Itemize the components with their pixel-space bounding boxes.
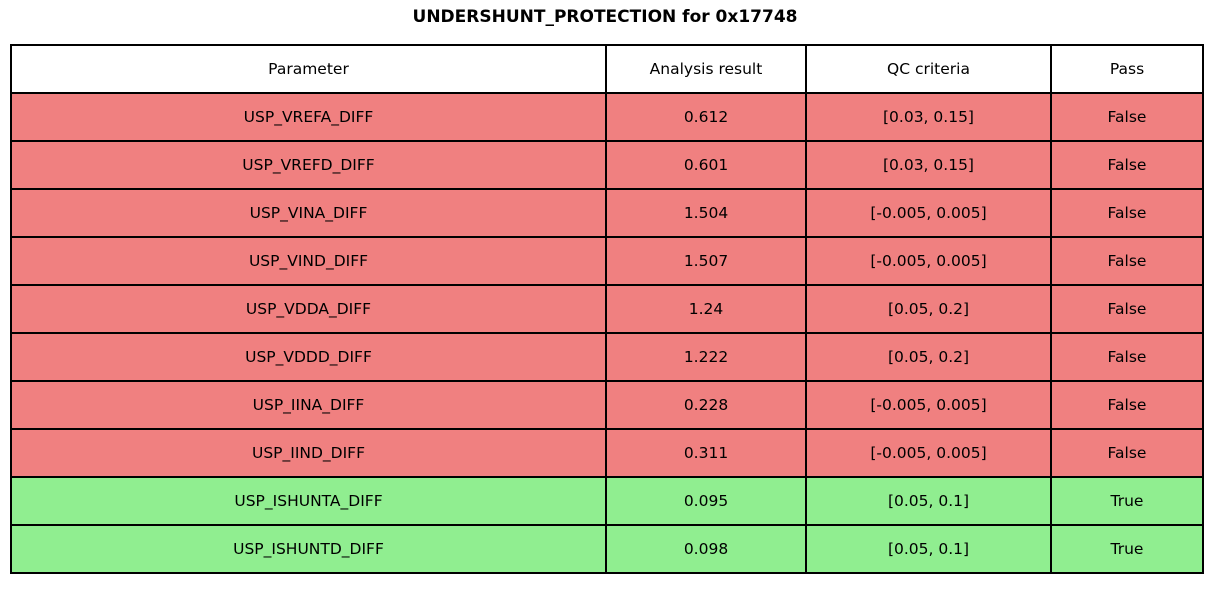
cell-parameter: USP_IINA_DIFF [10, 380, 607, 430]
cell-parameter: USP_VREFD_DIFF [10, 140, 607, 190]
cell-qc-criteria: [0.03, 0.15] [805, 92, 1052, 142]
cell-parameter: USP_VINA_DIFF [10, 188, 607, 238]
table-body: USP_VREFA_DIFF 0.612 [0.03, 0.15] False … [10, 92, 1204, 574]
table-row: USP_VDDD_DIFF 1.222 [0.05, 0.2] False [10, 332, 1204, 382]
col-header-analysis-result: Analysis result [605, 44, 807, 94]
cell-analysis-result: 0.612 [605, 92, 807, 142]
cell-qc-criteria: [-0.005, 0.005] [805, 188, 1052, 238]
cell-analysis-result: 1.507 [605, 236, 807, 286]
cell-qc-criteria: [-0.005, 0.005] [805, 236, 1052, 286]
table-row: USP_ISHUNTD_DIFF 0.098 [0.05, 0.1] True [10, 524, 1204, 574]
table-row: USP_VIND_DIFF 1.507 [-0.005, 0.005] Fals… [10, 236, 1204, 286]
col-header-qc-criteria: QC criteria [805, 44, 1052, 94]
cell-pass: False [1050, 428, 1204, 478]
col-header-parameter: Parameter [10, 44, 607, 94]
cell-pass: True [1050, 476, 1204, 526]
cell-analysis-result: 1.222 [605, 332, 807, 382]
cell-parameter: USP_VDDA_DIFF [10, 284, 607, 334]
cell-parameter: USP_ISHUNTA_DIFF [10, 476, 607, 526]
table-row: USP_VINA_DIFF 1.504 [-0.005, 0.005] Fals… [10, 188, 1204, 238]
page-title: UNDERSHUNT_PROTECTION for 0x17748 [412, 7, 798, 27]
table-header: Parameter Analysis result QC criteria Pa… [10, 44, 1204, 94]
cell-pass: False [1050, 92, 1204, 142]
cell-pass: False [1050, 284, 1204, 334]
cell-pass: False [1050, 236, 1204, 286]
cell-pass: False [1050, 380, 1204, 430]
cell-analysis-result: 0.228 [605, 380, 807, 430]
table-row: USP_VDDA_DIFF 1.24 [0.05, 0.2] False [10, 284, 1204, 334]
table-row: USP_VREFA_DIFF 0.612 [0.03, 0.15] False [10, 92, 1204, 142]
cell-analysis-result: 0.311 [605, 428, 807, 478]
cell-qc-criteria: [0.05, 0.1] [805, 476, 1052, 526]
cell-parameter: USP_VREFA_DIFF [10, 92, 607, 142]
cell-qc-criteria: [0.03, 0.15] [805, 140, 1052, 190]
cell-pass: True [1050, 524, 1204, 574]
cell-pass: False [1050, 332, 1204, 382]
table-row: USP_ISHUNTA_DIFF 0.095 [0.05, 0.1] True [10, 476, 1204, 526]
col-header-pass: Pass [1050, 44, 1204, 94]
cell-pass: False [1050, 140, 1204, 190]
cell-qc-criteria: [0.05, 0.2] [805, 284, 1052, 334]
cell-analysis-result: 1.24 [605, 284, 807, 334]
cell-analysis-result: 1.504 [605, 188, 807, 238]
table-row: USP_IINA_DIFF 0.228 [-0.005, 0.005] Fals… [10, 380, 1204, 430]
cell-analysis-result: 0.601 [605, 140, 807, 190]
header-row: Parameter Analysis result QC criteria Pa… [10, 44, 1204, 94]
cell-analysis-result: 0.098 [605, 524, 807, 574]
cell-qc-criteria: [-0.005, 0.005] [805, 428, 1052, 478]
cell-parameter: USP_VIND_DIFF [10, 236, 607, 286]
cell-analysis-result: 0.095 [605, 476, 807, 526]
results-table: Parameter Analysis result QC criteria Pa… [10, 44, 1204, 574]
table-row: USP_IIND_DIFF 0.311 [-0.005, 0.005] Fals… [10, 428, 1204, 478]
cell-qc-criteria: [0.05, 0.1] [805, 524, 1052, 574]
cell-qc-criteria: [0.05, 0.2] [805, 332, 1052, 382]
cell-qc-criteria: [-0.005, 0.005] [805, 380, 1052, 430]
cell-parameter: USP_IIND_DIFF [10, 428, 607, 478]
cell-parameter: USP_ISHUNTD_DIFF [10, 524, 607, 574]
cell-pass: False [1050, 188, 1204, 238]
cell-parameter: USP_VDDD_DIFF [10, 332, 607, 382]
table-row: USP_VREFD_DIFF 0.601 [0.03, 0.15] False [10, 140, 1204, 190]
